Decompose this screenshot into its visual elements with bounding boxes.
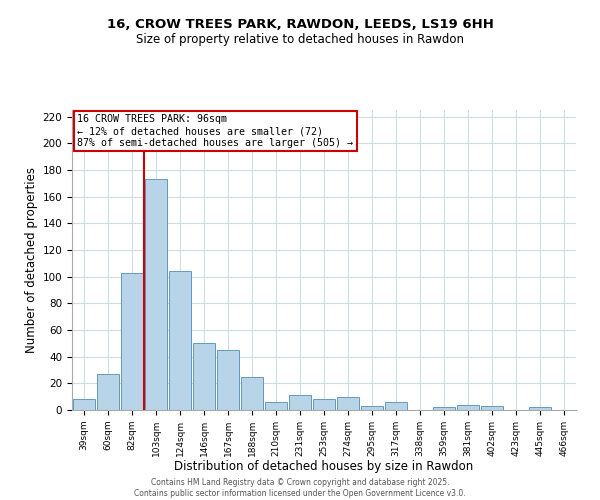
- Bar: [529, 408, 551, 410]
- Bar: [313, 400, 335, 410]
- Text: 16, CROW TREES PARK, RAWDON, LEEDS, LS19 6HH: 16, CROW TREES PARK, RAWDON, LEEDS, LS19…: [107, 18, 493, 30]
- Bar: [73, 400, 95, 410]
- Bar: [217, 350, 239, 410]
- Bar: [481, 406, 503, 410]
- Bar: [289, 396, 311, 410]
- Bar: [169, 272, 191, 410]
- Bar: [457, 404, 479, 410]
- Bar: [193, 344, 215, 410]
- Text: Size of property relative to detached houses in Rawdon: Size of property relative to detached ho…: [136, 32, 464, 46]
- Text: 16 CROW TREES PARK: 96sqm
← 12% of detached houses are smaller (72)
87% of semi-: 16 CROW TREES PARK: 96sqm ← 12% of detac…: [77, 114, 353, 148]
- Text: Contains HM Land Registry data © Crown copyright and database right 2025.
Contai: Contains HM Land Registry data © Crown c…: [134, 478, 466, 498]
- X-axis label: Distribution of detached houses by size in Rawdon: Distribution of detached houses by size …: [175, 460, 473, 473]
- Bar: [121, 272, 143, 410]
- Bar: [433, 408, 455, 410]
- Bar: [337, 396, 359, 410]
- Bar: [97, 374, 119, 410]
- Y-axis label: Number of detached properties: Number of detached properties: [25, 167, 38, 353]
- Bar: [385, 402, 407, 410]
- Bar: [145, 180, 167, 410]
- Bar: [265, 402, 287, 410]
- Bar: [241, 376, 263, 410]
- Bar: [361, 406, 383, 410]
